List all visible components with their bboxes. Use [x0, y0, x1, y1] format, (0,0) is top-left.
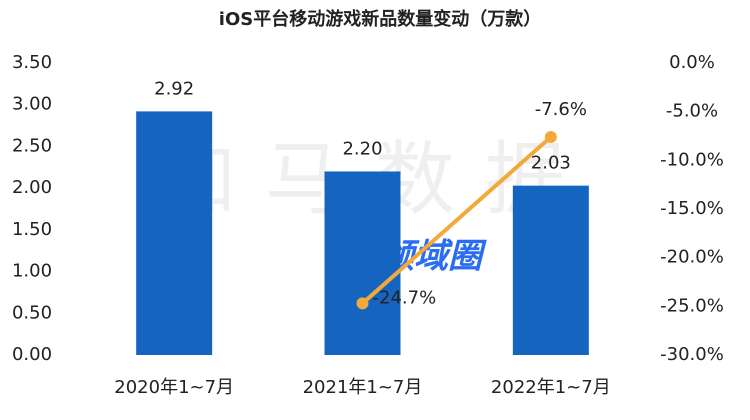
y-tick-label: 0.50 [12, 302, 52, 323]
line-marker [544, 130, 557, 143]
data-label: 2.03 [531, 153, 571, 174]
y2-tick-label: -20.0% [660, 247, 724, 268]
bar [324, 171, 401, 355]
y-tick-label: 0.00 [12, 344, 52, 365]
y-tick-label: 1.00 [12, 261, 52, 282]
line-marker [356, 297, 369, 310]
y2-tick-label: -15.0% [660, 198, 724, 219]
x-tick-label: 2022年1~7月 [491, 377, 611, 398]
y2-tick-label: -5.0% [666, 101, 718, 122]
y2-tick-label: -10.0% [660, 149, 724, 170]
line [361, 135, 553, 305]
data-label: -7.6% [535, 99, 587, 120]
x-tick-label: 2021年1~7月 [303, 377, 423, 398]
data-label: 2.92 [154, 78, 194, 99]
y-tick-label: 2.00 [12, 177, 52, 198]
chart-title: iOS平台移动游戏新品数量变动（万款） [219, 8, 541, 30]
y-tick-label: 2.50 [12, 135, 52, 156]
x-tick-label: 2020年1~7月 [114, 377, 234, 398]
bar [136, 111, 213, 355]
bar [512, 185, 589, 355]
y-tick-label: 3.00 [12, 94, 52, 115]
data-label: 2.20 [342, 138, 382, 159]
y-tick-label: 1.50 [12, 219, 52, 240]
y2-tick-label: -30.0% [660, 344, 724, 365]
y-tick-label: 3.50 [12, 52, 52, 73]
data-label: -24.7% [373, 287, 437, 308]
y2-tick-label: 0.0% [669, 52, 715, 73]
y2-tick-label: -25.0% [660, 295, 724, 316]
